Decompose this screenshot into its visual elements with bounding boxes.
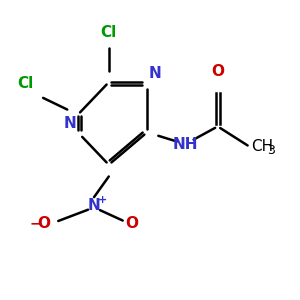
Text: N: N	[88, 198, 100, 213]
Text: CH: CH	[252, 139, 274, 154]
Text: O: O	[211, 64, 224, 79]
Text: N: N	[64, 116, 76, 131]
Text: O: O	[125, 216, 138, 231]
Text: Cl: Cl	[101, 25, 117, 40]
Text: NH: NH	[172, 136, 198, 152]
Text: 3: 3	[267, 144, 275, 157]
Text: +: +	[98, 195, 107, 205]
Text: −: −	[29, 217, 41, 231]
Text: O: O	[38, 216, 50, 231]
Text: Cl: Cl	[17, 76, 34, 91]
Text: N: N	[148, 66, 161, 81]
